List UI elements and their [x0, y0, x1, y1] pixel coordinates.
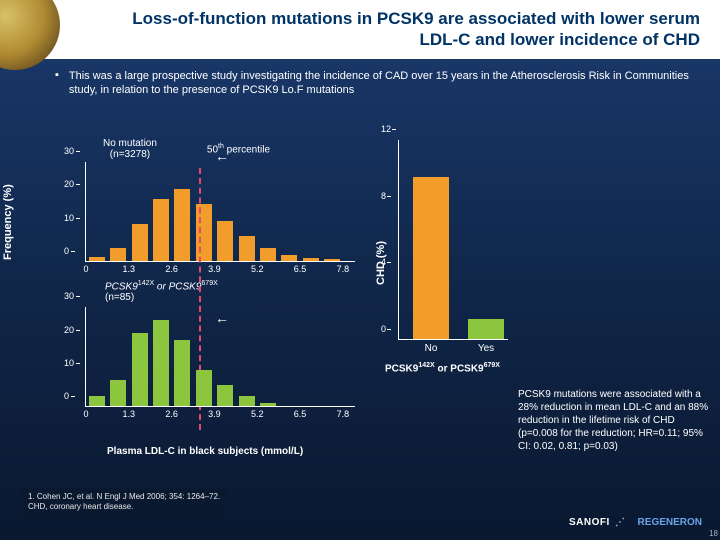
y-axis-label-frequency: Frequency (%) [2, 184, 14, 260]
chd-legend: PCSK9142X or PCSK9679X [380, 362, 505, 374]
histogram-bar [217, 221, 233, 261]
histogram-bar [132, 333, 148, 406]
x-axis-label: Plasma LDL-C in black subjects (mmol/L) [107, 446, 303, 457]
chd-plot-area: 04812NoYes [398, 140, 508, 340]
histogram-bar [196, 370, 212, 407]
regeneron-logo: REGENERON [638, 517, 702, 528]
histogram-bar [132, 224, 148, 261]
histogram-bar [260, 403, 276, 406]
bcr-leg-sup2: 679X [484, 362, 500, 369]
footnote: 1. Cohen JC, et al. N Engl J Med 2006; 3… [20, 488, 228, 516]
histogram-bar [239, 236, 255, 261]
bcr-leg-mid: or PCSK9 [435, 363, 484, 374]
logos: SANOFI ⋰ REGENERON [569, 517, 702, 528]
chd-bar-label: No [425, 343, 438, 354]
histogram-bar [153, 320, 169, 407]
histogram-bar [260, 248, 276, 261]
histogram-bar [110, 380, 126, 407]
histogram-bar [239, 396, 255, 406]
histogram-bar [324, 259, 340, 261]
arrow-left-1: ← [215, 148, 229, 164]
c2-pre: PCSK9 [105, 281, 138, 292]
sanofi-text: SANOFI [569, 517, 610, 528]
chart1-label: No mutation (n=3278) [103, 138, 157, 160]
c2-n: (n=85) [105, 292, 134, 303]
histogram-bar [153, 199, 169, 261]
pctl-suffix: percentile [224, 144, 270, 155]
chd-bar [468, 319, 504, 339]
c2-sup1: 142X [138, 280, 154, 287]
right-note-text: PCSK9 mutations were associated with a 2… [518, 388, 713, 453]
bcr-leg-pre: PCSK9 [385, 363, 418, 374]
chart1-wrap: No mutation (n=3278) 50th percentile 010… [85, 138, 355, 407]
sanofi-logo: SANOFI ⋰ [569, 517, 626, 528]
c2-mid: or PCSK9 [154, 281, 201, 292]
bullet-row: ▪ This was a large prospective study inv… [0, 59, 720, 99]
footnote-line1: 1. Cohen JC, et al. N Engl J Med 2006; 3… [28, 492, 220, 501]
chart2-histogram: 010203001.32.63.95.26.57.8 [85, 307, 355, 407]
sanofi-dots: ⋰ [612, 517, 626, 528]
slide: Loss-of-function mutations in PCSK9 are … [0, 0, 720, 540]
chd-bar [413, 177, 449, 339]
histogram-bar [110, 248, 126, 261]
page-number: 18 [709, 529, 718, 538]
c2-sup2: 679X [201, 280, 217, 287]
chart1-label-line1: No mutation [103, 138, 157, 149]
histogram-bar [303, 258, 319, 261]
bullet-text: This was a large prospective study inves… [69, 69, 690, 99]
chd-barchart: 04812NoYes PCSK9142X or PCSK9679X [380, 140, 505, 374]
chart2-label: PCSK9142X or PCSK9679X (n=85) [105, 280, 355, 303]
histogram-bar [217, 385, 233, 407]
chd-bar-label: Yes [478, 343, 494, 354]
footnote-line2: CHD, coronary heart disease. [28, 502, 133, 511]
histogram-bar [174, 340, 190, 407]
chart1-label-line2: (n=3278) [110, 149, 150, 160]
histogram-bar [89, 396, 105, 406]
bullet-marker: ▪ [55, 69, 59, 99]
histogram-bar [89, 257, 105, 261]
histogram-bar [174, 189, 190, 261]
histogram-bar [281, 255, 297, 261]
header: Loss-of-function mutations in PCSK9 are … [0, 0, 720, 59]
chart1-histogram: 010203001.32.63.95.26.57.8 [85, 162, 355, 262]
slide-title: Loss-of-function mutations in PCSK9 are … [90, 8, 700, 51]
bcr-leg-sup1: 142X [418, 362, 434, 369]
